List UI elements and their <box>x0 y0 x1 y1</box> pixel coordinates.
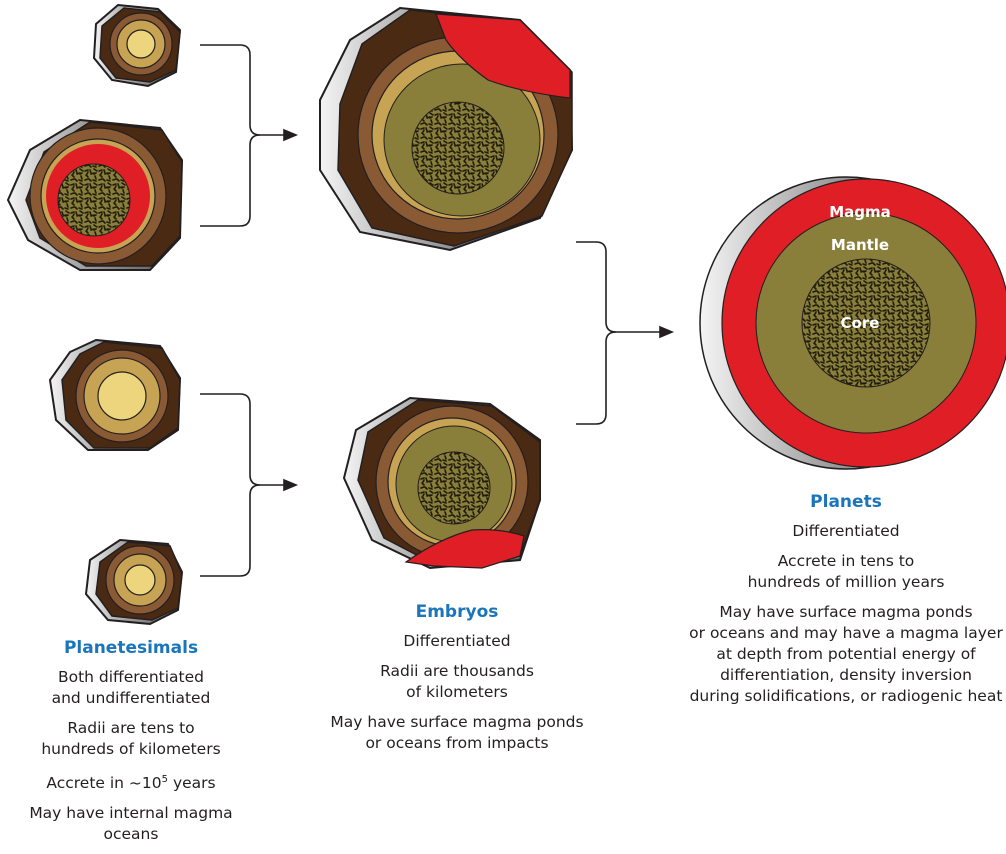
planetesimals-caption: Planetesimals Both differentiated and und… <box>0 638 262 854</box>
planetesimal-small-mid <box>48 338 182 451</box>
planets-caption: Planets Differentiated Accrete in tens t… <box>686 492 1006 716</box>
accretion-diagram: Magma Mantle Core <box>6 3 1006 626</box>
planets-title: Planets <box>810 492 882 512</box>
planetesimals-magma: May have internal magma oceans <box>29 804 233 844</box>
embryos-caption: Embryos Differentiated Radii are thousan… <box>316 602 598 763</box>
magma-label: Magma <box>829 203 891 221</box>
planetesimals-differentiation: Both differentiated and undifferentiated <box>51 668 211 707</box>
embryo-top <box>319 6 574 252</box>
planet: Magma Mantle Core <box>699 176 1006 470</box>
embryos-title: Embryos <box>415 602 499 622</box>
planetesimal-small-bottom <box>84 538 184 626</box>
planets-accretion: Accrete in tens to hundreds of million ye… <box>747 552 945 591</box>
planets-differentiation: Differentiated <box>792 522 900 540</box>
connector-to-planet <box>576 241 675 425</box>
planetesimal-magma-ocean <box>6 118 184 271</box>
embryos-magma: May have surface magma ponds or oceans fr… <box>330 713 584 752</box>
mantle-label: Mantle <box>831 236 889 254</box>
connector-bottom <box>200 393 299 577</box>
embryo-bottom <box>342 396 541 570</box>
planets-magma: May have surface magma ponds or oceans a… <box>689 603 1003 705</box>
connector-top <box>200 44 299 227</box>
planetesimals-title: Planetesimals <box>63 638 199 658</box>
planetesimals-radii: Radii are tens to hundreds of kilometers <box>41 719 221 758</box>
planetesimal-small-top <box>92 3 182 88</box>
embryos-differentiation: Differentiated <box>403 632 511 650</box>
core-label: Core <box>841 314 880 332</box>
embryos-radii: Radii are thousands of kilometers <box>380 662 534 701</box>
planetesimals-accretion: Accrete in ~105 years <box>46 774 216 793</box>
